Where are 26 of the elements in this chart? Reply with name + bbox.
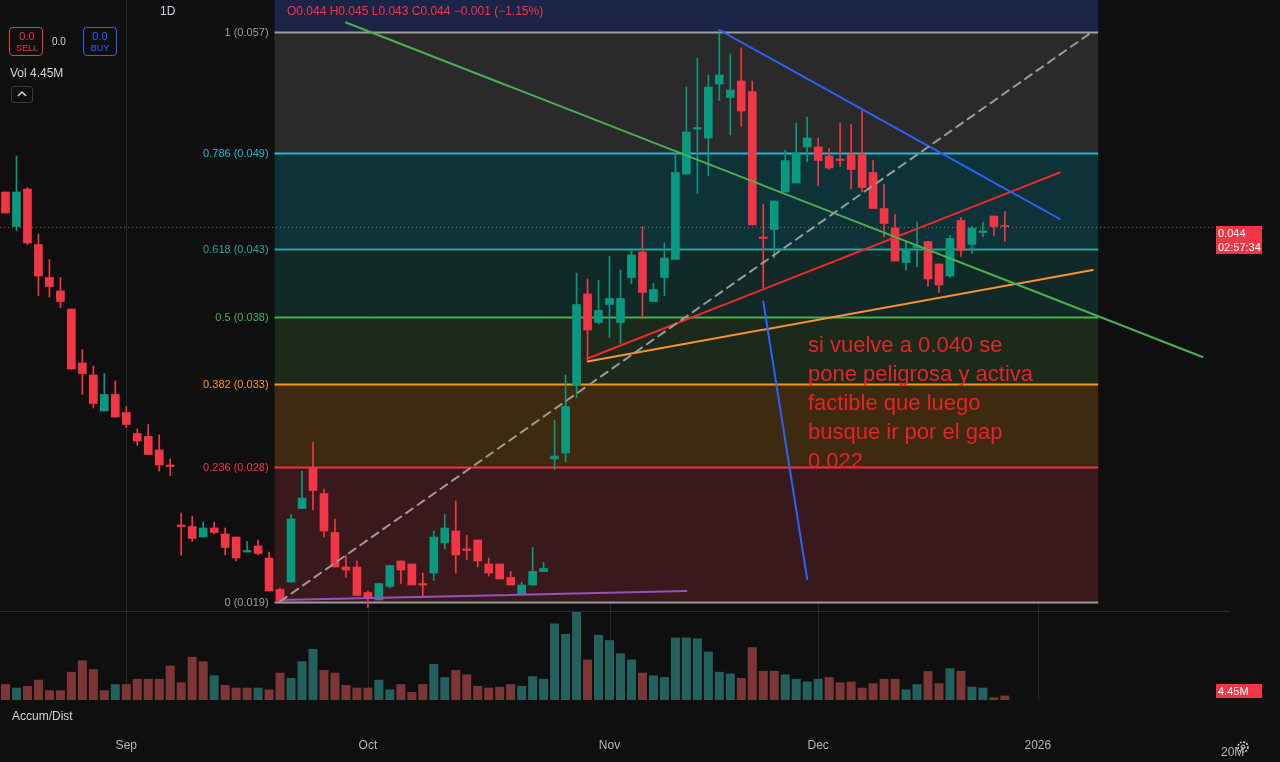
annotation: Vol 4.45M xyxy=(10,66,64,80)
ref-line-label: 0.382 (0.033) xyxy=(203,377,269,390)
ref-line-label: 0.786 (0.049) xyxy=(203,146,269,159)
ref-line-label: 0 (0.019) xyxy=(224,595,269,608)
annotation: 0.044 xyxy=(1216,226,1262,240)
x-tick-label: Dec xyxy=(807,738,829,753)
annotation: si vuelve a 0.040 se pone peligrosa y activa factible que luego busque ir por el gap 0.022 xyxy=(808,331,1035,475)
annotation: 0.0 xyxy=(18,30,36,42)
x-tick-label: Nov xyxy=(598,738,621,753)
annotation: 0.0 xyxy=(91,30,109,42)
annotation: 02:57:34 xyxy=(1216,240,1262,254)
annotation: SELL xyxy=(15,43,39,53)
annotation: 0.0 xyxy=(52,36,66,47)
ref-line-label: 0.236 (0.028) xyxy=(203,460,269,473)
annotation: O0.044 H0.045 L0.043 C0.044 −0.001 (−1.15%) xyxy=(287,4,544,18)
x-tick-label: Oct xyxy=(358,738,378,753)
annotation: 4.45M xyxy=(1216,684,1262,698)
annotation: 1D xyxy=(160,4,176,18)
ref-line-label: 0.618 (0.043) xyxy=(203,242,269,255)
text: 20M xyxy=(1221,745,1245,759)
ref-line-label: 0.5 (0.038) xyxy=(215,310,269,323)
x-tick-label: Sep xyxy=(115,738,138,753)
annotation: BUY xyxy=(89,43,111,53)
ref-line-label: 1 (0.057) xyxy=(224,25,269,38)
x-tick-label: 2026 xyxy=(1024,738,1052,753)
text: Accum/Dist xyxy=(12,709,73,723)
